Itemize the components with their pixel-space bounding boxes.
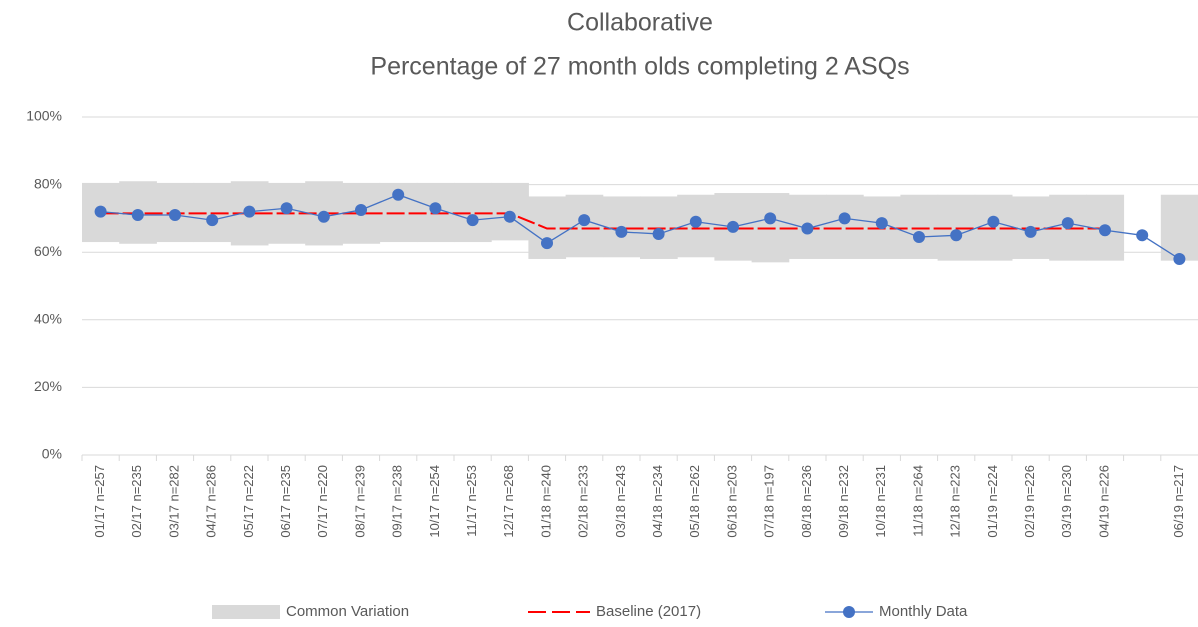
data-point	[392, 188, 405, 201]
data-point	[875, 217, 888, 230]
x-tick-label: 06/17 n=235	[278, 465, 293, 538]
x-tick-label: 01/19 n=224	[985, 465, 1000, 538]
data-point	[206, 214, 219, 227]
x-tick-label: 10/18 n=231	[873, 465, 888, 538]
x-tick-label: 02/19 n=226	[1022, 465, 1037, 538]
x-tick-label: 01/17 n=257	[92, 465, 107, 538]
data-point	[317, 210, 330, 223]
data-point	[950, 229, 963, 242]
data-point	[652, 227, 665, 240]
data-point	[169, 209, 181, 222]
legend-label: Monthly Data	[879, 603, 968, 620]
data-point	[503, 210, 516, 223]
series-line	[100, 212, 1105, 230]
data-point	[466, 214, 479, 227]
variation-band	[1160, 194, 1198, 261]
y-tick-label: 80%	[34, 175, 62, 191]
x-tick-label: 05/18 n=262	[687, 465, 702, 538]
data-point	[1173, 252, 1186, 265]
x-tick-label: 08/17 n=239	[352, 465, 367, 538]
data-point	[429, 202, 442, 215]
data-point	[727, 220, 739, 233]
y-tick-label: 20%	[34, 378, 62, 394]
data-point	[578, 214, 591, 227]
data-point	[913, 230, 925, 243]
x-tick-label: 01/18 n=240	[538, 465, 553, 538]
data-point	[94, 205, 107, 218]
x-tick-label: 02/17 n=235	[129, 465, 144, 538]
data-point	[801, 222, 814, 235]
data-point	[1136, 229, 1149, 242]
x-tick-label: 04/17 n=286	[204, 465, 219, 538]
x-tick-label: 05/17 n=222	[241, 465, 256, 538]
y-tick-label: 0%	[42, 446, 62, 462]
data-point	[131, 209, 144, 222]
data-point	[355, 203, 367, 216]
legend-swatch	[212, 605, 280, 619]
band-layer	[82, 181, 1198, 263]
data-point	[689, 215, 702, 228]
x-tick-label: 10/17 n=254	[427, 465, 442, 538]
chart-title: Collaborative	[567, 9, 713, 37]
legend-label: Baseline (2017)	[596, 603, 701, 620]
x-tick-label: 04/18 n=234	[650, 465, 665, 538]
y-tick-label: 100%	[26, 108, 62, 124]
x-tick-label: 06/19 n=217	[1171, 465, 1186, 538]
x-tick-label: 03/17 n=282	[166, 465, 181, 538]
data-point	[280, 202, 293, 215]
y-tick-label: 60%	[34, 243, 62, 259]
series-line	[100, 194, 1180, 260]
data-point	[764, 212, 777, 225]
y-tick-label: 40%	[34, 311, 62, 327]
data-point	[987, 215, 1000, 228]
data-point	[1024, 225, 1037, 238]
x-tick-label: 09/17 n=238	[390, 465, 405, 538]
x-tick-label: 08/18 n=236	[799, 465, 814, 538]
x-tick-label: 11/18 n=264	[910, 465, 925, 537]
legend-marker	[843, 606, 855, 618]
x-tick-label: 03/18 n=243	[613, 465, 628, 538]
x-tick-label: 12/17 n=268	[501, 465, 516, 538]
variation-band	[826, 194, 864, 259]
x-tick-label: 03/19 n=230	[1059, 465, 1074, 538]
x-tick-label: 02/18 n=233	[576, 465, 591, 538]
x-tick-label: 12/18 n=223	[948, 465, 963, 538]
data-point	[838, 212, 851, 225]
x-tick-label: 06/18 n=203	[724, 465, 739, 538]
x-tick-label: 07/18 n=197	[762, 465, 777, 538]
chart-subtitle: Percentage of 27 month olds completing 2…	[370, 53, 909, 81]
data-point	[1061, 217, 1074, 230]
data-point	[243, 205, 256, 218]
x-tick-label: 09/18 n=232	[836, 465, 851, 538]
legend-label: Common Variation	[286, 603, 409, 620]
x-tick-label: 04/19 n=226	[1096, 465, 1111, 538]
x-tick-label: 11/17 n=253	[464, 465, 479, 537]
variation-band	[900, 194, 939, 259]
data-point	[1099, 224, 1111, 237]
data-point	[541, 237, 553, 250]
grid-layer	[82, 116, 1198, 456]
x-tick-label: 07/17 n=220	[315, 465, 330, 538]
data-point	[615, 225, 628, 238]
